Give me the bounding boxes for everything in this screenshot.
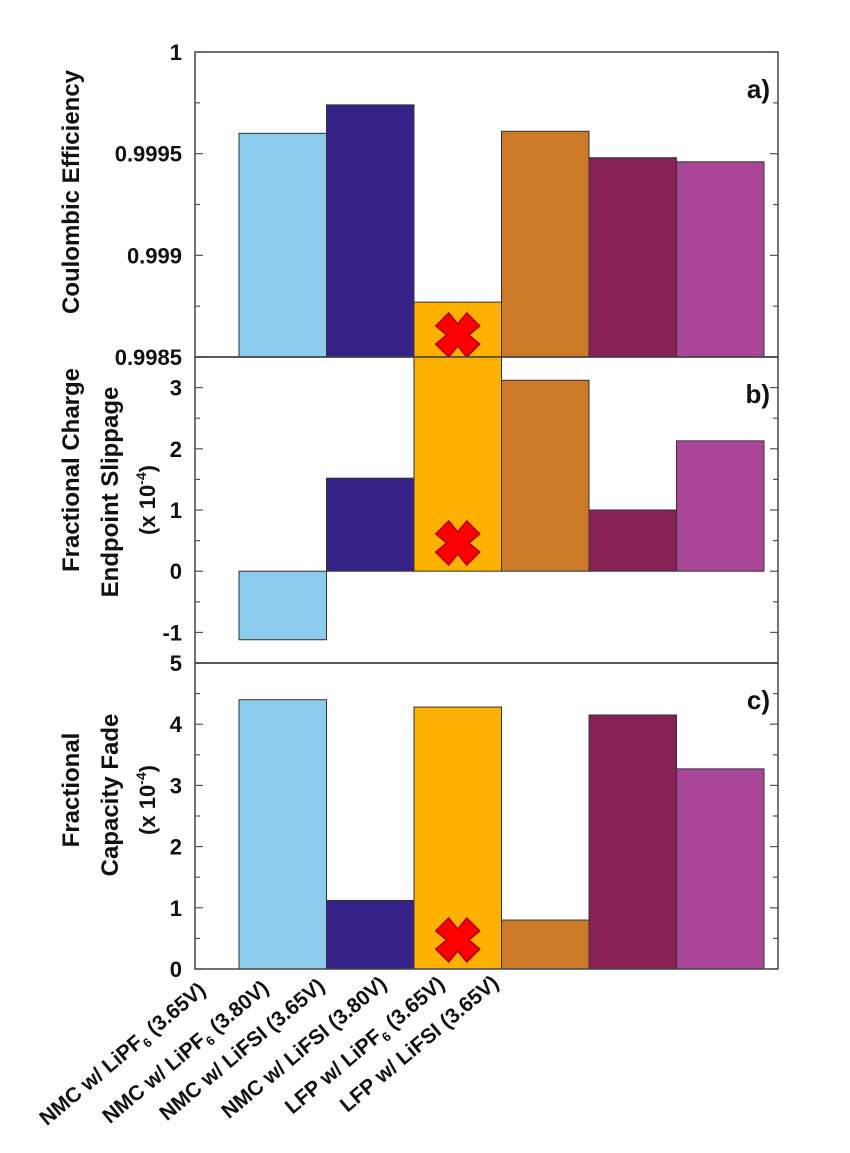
y-tick-label: 0 <box>170 559 182 584</box>
bar <box>326 104 415 357</box>
ylabel-a: Coulombic Efficiency <box>58 69 85 314</box>
bar <box>588 157 677 357</box>
red-x-icon <box>434 519 481 567</box>
y-tick-label: 0 <box>170 957 182 982</box>
y-tick-label: 5 <box>170 651 182 676</box>
ylabel-c-line3: (x 10-4) <box>133 765 160 835</box>
ylabel-b-line2: Endpoint Slippage <box>97 387 124 598</box>
bar <box>413 706 502 969</box>
bar <box>326 477 415 572</box>
y-tick-label: 0.9985 <box>115 345 182 370</box>
bar <box>501 379 590 572</box>
plot-frame <box>194 662 779 970</box>
bar <box>238 570 327 641</box>
y-axis-labels: Coulombic Efficiency Fractional Charge E… <box>58 69 160 876</box>
bar <box>238 699 327 969</box>
bars <box>238 104 765 357</box>
y-tick-label: 2 <box>170 835 182 860</box>
y-tick-label: 0.999 <box>127 243 182 268</box>
ylabel-c-line1: Fractional <box>58 733 85 848</box>
y-tick-label: -1 <box>162 620 182 645</box>
panel-tag: b) <box>745 379 770 409</box>
ylabel-b-line3: (x 10-4) <box>133 465 160 535</box>
y-tick-label: 4 <box>170 712 183 737</box>
y-tick-label: 1 <box>170 40 182 65</box>
panel-tag: c) <box>747 685 770 715</box>
bar <box>501 130 590 357</box>
bar <box>238 132 327 357</box>
x-axis-labels: NMC w/ LiPF6 (3.65V)NMC w/ LiPF6 (3.80V)… <box>35 971 503 1130</box>
bars <box>238 357 765 641</box>
ylabel-b-line1: Fractional Charge <box>58 368 85 572</box>
panel-b: -1 0 1 2 3 b) <box>162 356 779 664</box>
bar <box>676 768 765 969</box>
y-tick-label: 2 <box>170 437 182 462</box>
bar <box>588 714 677 969</box>
bar <box>501 919 590 969</box>
y-tick-label: 1 <box>170 896 182 921</box>
y-tick-label: 1 <box>170 498 182 523</box>
label-text: NMC w/ LiPF <box>35 1031 147 1130</box>
ylabel-c-line2: Capacity Fade <box>97 714 124 877</box>
bars <box>238 699 765 969</box>
bar <box>676 440 765 572</box>
bar <box>588 509 677 572</box>
red-x-icon <box>434 916 481 964</box>
panel-c: 0 1 2 3 4 5 c) <box>170 651 779 982</box>
y-tick-label: 3 <box>170 773 182 798</box>
panel-tag: a) <box>747 74 770 104</box>
bar <box>676 161 765 357</box>
y-tick-label: 0.9995 <box>115 142 182 167</box>
panel-a: 0.9985 0.999 0.9995 1 a) <box>115 40 779 370</box>
bar <box>326 899 415 969</box>
y-tick-label: 3 <box>170 376 182 401</box>
